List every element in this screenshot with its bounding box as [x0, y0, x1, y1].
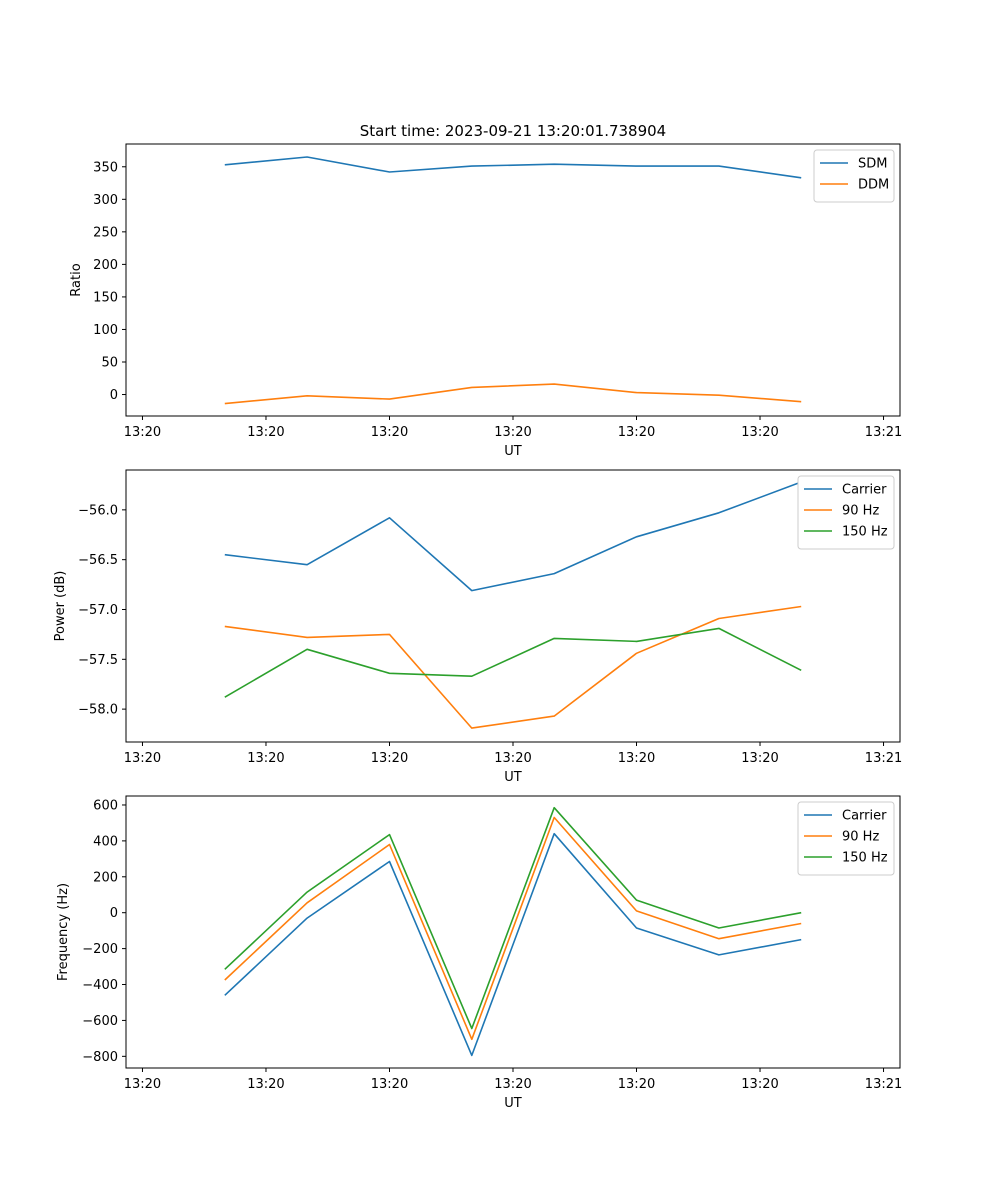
x-tick-label: 13:20 [618, 751, 655, 766]
legend-label-90-hz: 90 Hz [842, 504, 879, 519]
y-tick-label: 200 [93, 258, 118, 273]
y-tick-label: 200 [93, 870, 118, 885]
power-panel: 13:20 13:20 13:20 13:20 13:20 13:20 13:21 −58.0… [53, 469, 902, 785]
legend-label-carrier: Carrier [842, 483, 887, 498]
x-tick-label: 13:20 [618, 1077, 655, 1092]
x-tick-label: 13:21 [865, 751, 902, 766]
y-tick-label: −800 [82, 1050, 118, 1065]
x-tick-label: 13:20 [371, 751, 408, 766]
y-tick-label: 0 [110, 906, 118, 921]
plot-frame [125, 469, 901, 743]
y-tick-label: 350 [93, 160, 118, 175]
legend: Carrier 90 Hz 150 Hz [797, 801, 895, 876]
y-axis-label: Ratio [69, 263, 84, 296]
y-tick-label: −56.5 [78, 553, 118, 568]
x-tick-label: 13:20 [247, 1077, 284, 1092]
legend: Carrier 90 Hz 150 Hz [797, 475, 895, 550]
x-tick-label: 13:20 [124, 425, 161, 440]
y-tick-label: 300 [93, 193, 118, 208]
y-tick-label: −200 [82, 942, 118, 957]
x-tick-label: 13:20 [741, 1077, 778, 1092]
y-axis-label: Frequency (Hz) [56, 883, 71, 981]
x-tick-label: 13:21 [865, 1077, 902, 1092]
y-tick-label: 600 [93, 798, 118, 813]
y-tick-label: 0 [110, 388, 118, 403]
y-tick-label: −600 [82, 1014, 118, 1029]
chart-title: Start time: 2023-09-21 13:20:01.738904 [360, 122, 666, 140]
series-line-90-hz [224, 605, 802, 729]
x-tick-label: 13:20 [247, 425, 284, 440]
legend-label-sdm: SDM [858, 157, 887, 172]
y-tick-label: 100 [93, 323, 118, 338]
x-tick-label: 13:20 [247, 751, 284, 766]
x-tick-label: 13:20 [371, 425, 408, 440]
y-tick-label: −56.0 [78, 503, 118, 518]
series-line-carrier [224, 481, 802, 592]
legend-label-carrier: Carrier [842, 809, 887, 824]
series-line-90-hz [224, 816, 802, 1041]
legend: SDM DDM [813, 149, 895, 203]
x-tick-label: 13:21 [865, 425, 902, 440]
y-tick-label: 250 [93, 225, 118, 240]
x-tick-label: 13:20 [371, 1077, 408, 1092]
legend-label-ddm: DDM [858, 178, 889, 193]
frequency-panel: 13:20 13:20 13:20 13:20 13:20 13:20 13:21 −800 −… [56, 795, 902, 1111]
legend-label-90-hz: 90 Hz [842, 830, 879, 845]
series-line-150-hz [224, 627, 802, 698]
x-axis-label: UT [504, 444, 522, 459]
x-tick-label: 13:20 [494, 1077, 531, 1092]
series-line-carrier [224, 832, 802, 1057]
x-tick-label: 13:20 [741, 751, 778, 766]
plot-frame [125, 143, 901, 417]
series-line-150-hz [224, 806, 802, 1030]
series-line-sdm [224, 156, 802, 179]
y-tick-label: −57.5 [78, 653, 118, 668]
y-tick-label: 400 [93, 834, 118, 849]
x-tick-label: 13:20 [494, 425, 531, 440]
y-tick-label: −400 [82, 978, 118, 993]
x-tick-label: 13:20 [124, 1077, 161, 1092]
x-axis-label: UT [504, 1096, 522, 1111]
ratio-panel: Start time: 2023-09-21 13:20:01.738904 13… [69, 122, 902, 459]
series-line-ddm [224, 383, 802, 405]
y-tick-label: 50 [101, 355, 118, 370]
x-tick-label: 13:20 [618, 425, 655, 440]
x-tick-label: 13:20 [494, 751, 531, 766]
y-tick-label: −58.0 [78, 703, 118, 718]
plot-frame [125, 795, 901, 1069]
y-tick-label: 150 [93, 290, 118, 305]
legend-label-150-hz: 150 Hz [842, 525, 888, 540]
legend-label-150-hz: 150 Hz [842, 851, 888, 866]
x-tick-label: 13:20 [741, 425, 778, 440]
y-tick-label: −57.0 [78, 603, 118, 618]
y-axis-label: Power (dB) [53, 571, 68, 642]
x-tick-label: 13:20 [124, 751, 161, 766]
x-axis-label: UT [504, 770, 522, 785]
